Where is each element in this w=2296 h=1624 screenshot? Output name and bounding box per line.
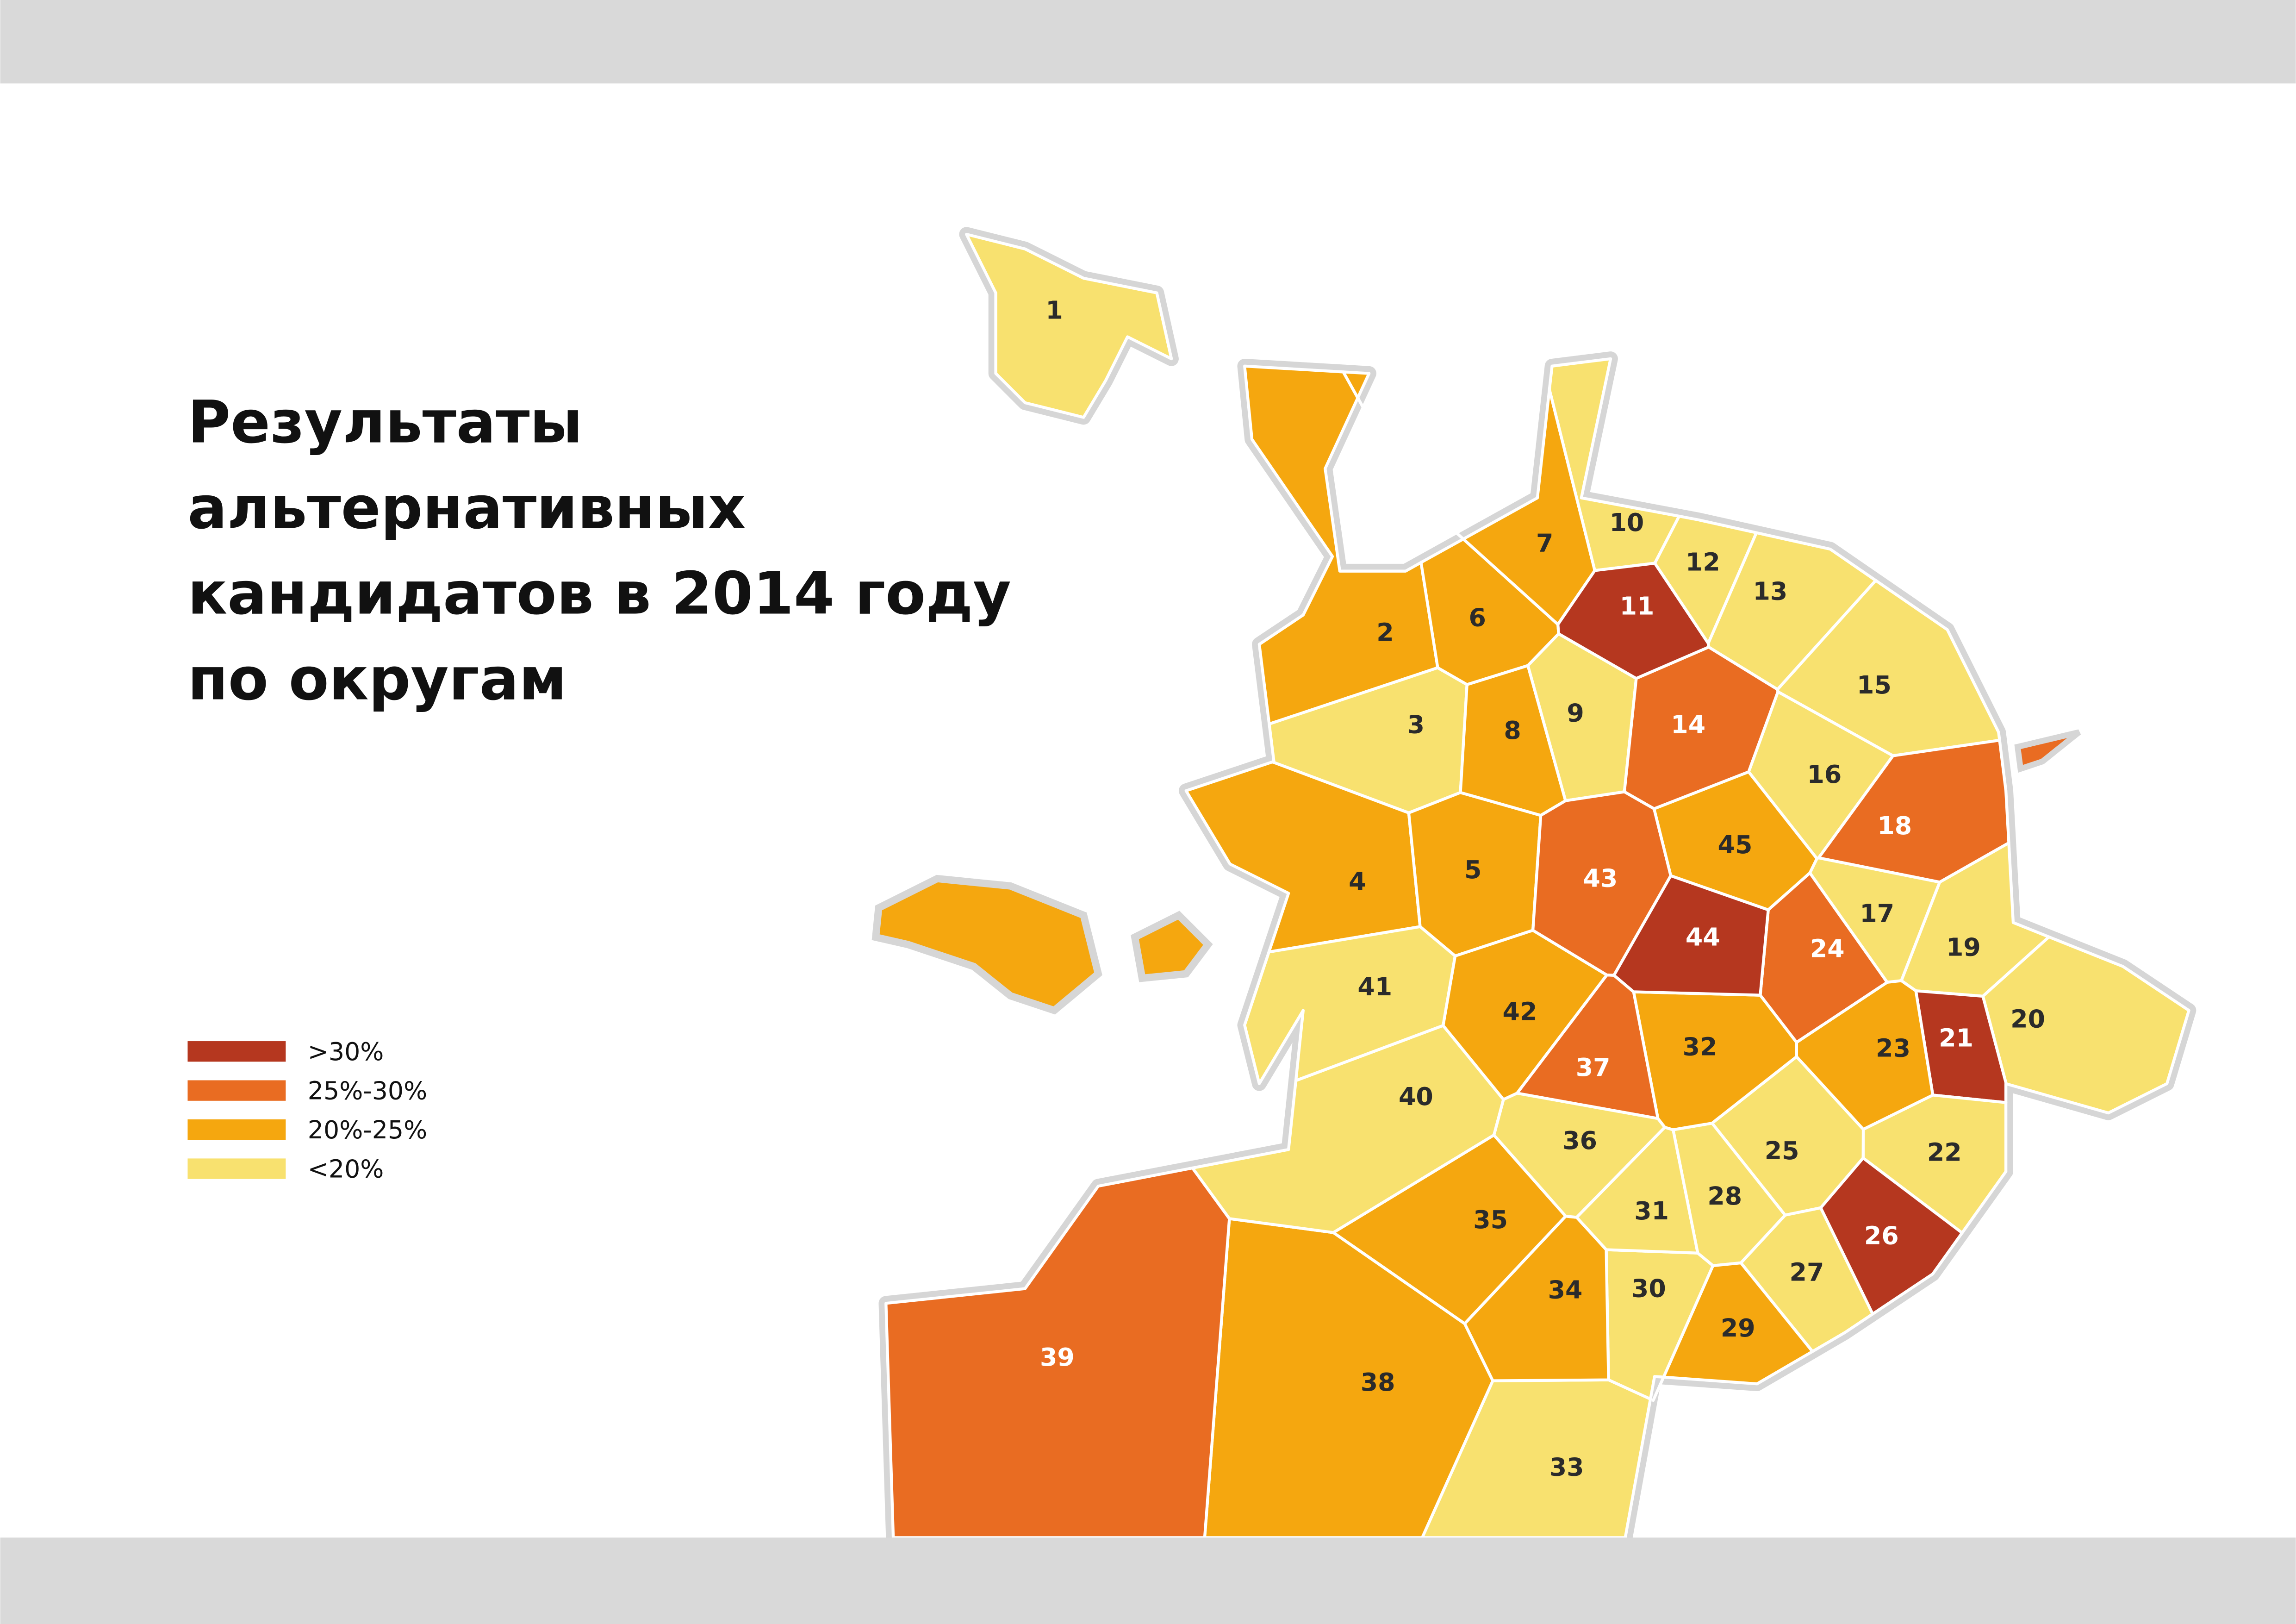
district (1651, 1261, 1814, 1402)
district-label: 13 (1753, 577, 1787, 606)
district-label: 32 (1683, 1032, 1717, 1061)
district-label: 2 (1376, 618, 1394, 647)
title-line: по округам (187, 645, 566, 713)
district-label: 26 (1864, 1221, 1899, 1250)
bottom-bar (0, 1537, 2296, 1624)
legend-label: >30% (308, 1037, 384, 1066)
title-line: альтернативных (187, 474, 746, 542)
district-label: 18 (1877, 811, 1912, 840)
title: Результаты альтернативных кандидатов в 201… (187, 388, 1011, 713)
district-label: 28 (1707, 1181, 1742, 1211)
district-label: 21 (1939, 1024, 1973, 1053)
district-label: 9 (1567, 698, 1584, 727)
district-label: 31 (1634, 1196, 1669, 1225)
district-label: 44 (1686, 922, 1720, 951)
district-label: 33 (1549, 1452, 1584, 1481)
district-label: 40 (1399, 1082, 1433, 1111)
legend-swatch (187, 1158, 286, 1179)
district-label: 14 (1671, 710, 1705, 739)
district-label: 1 (1045, 295, 1063, 325)
district (1652, 770, 1818, 912)
district-label: 30 (1631, 1274, 1666, 1303)
map-fragment (1131, 911, 1213, 982)
map (871, 227, 2196, 1545)
district-label: 36 (1562, 1126, 1597, 1155)
district-label: 41 (1357, 972, 1392, 1001)
district-label: 34 (1548, 1275, 1583, 1305)
district (1342, 370, 1597, 626)
district-label: 27 (1790, 1258, 1824, 1287)
district-label: 35 (1473, 1205, 1508, 1234)
district-label: 4 (1349, 867, 1366, 896)
legend-label: 25%-30% (308, 1076, 427, 1106)
legend-swatch (187, 1119, 286, 1140)
district (965, 232, 1173, 419)
district-label: 15 (1857, 670, 1892, 700)
district-label: 39 (1040, 1343, 1075, 1372)
map-fragment (871, 874, 1102, 1015)
district-label: 45 (1718, 830, 1753, 859)
district-label: 16 (1807, 760, 1842, 789)
district-label: 12 (1686, 547, 1720, 576)
title-line: Результаты (187, 388, 583, 456)
district-label: 38 (1361, 1368, 1395, 1397)
district-label: 3 (1407, 710, 1425, 739)
district-label: 10 (1609, 508, 1644, 537)
district-label: 37 (1576, 1053, 1611, 1082)
district-label: 8 (1504, 716, 1521, 745)
legend: >30% 25%-30% 20%-25% <20% (187, 1037, 427, 1184)
legend-swatch (187, 1080, 286, 1101)
district-label: 19 (1946, 932, 1981, 962)
district-label: 11 (1620, 591, 1655, 620)
district-label: 29 (1721, 1313, 1755, 1343)
district-label: 7 (1536, 528, 1553, 557)
legend-label: <20% (308, 1155, 384, 1184)
title-line: кандидатов в 2014 году (187, 559, 1011, 627)
district-label: 20 (2010, 1004, 2045, 1033)
district-label: 17 (1860, 899, 1894, 928)
district-label: 43 (1583, 864, 1618, 893)
district-label: 23 (1876, 1034, 1910, 1063)
top-bar (0, 0, 2296, 84)
district-label: 6 (1469, 603, 1486, 632)
district-label: 24 (1810, 934, 1845, 963)
district-label: 5 (1464, 855, 1481, 884)
legend-label: 20%-25% (308, 1115, 427, 1144)
district-label: 25 (1765, 1136, 1799, 1165)
district-label: 42 (1503, 997, 1537, 1026)
legend-swatch (187, 1041, 286, 1062)
map-fragment (2014, 729, 2081, 773)
district-label: 22 (1927, 1137, 1962, 1167)
